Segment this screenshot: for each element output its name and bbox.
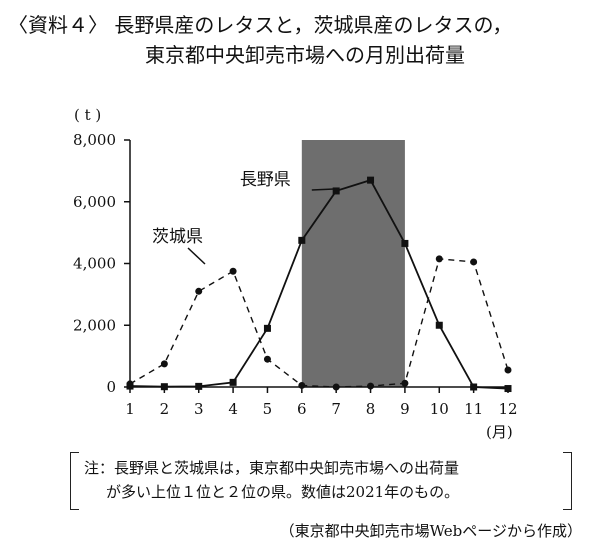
- series-line-1: [129, 179, 509, 390]
- series-2-point: [126, 380, 134, 388]
- y-axis-label: ( t ): [74, 106, 101, 124]
- series-2-point: [504, 366, 512, 374]
- shaded-band: [301, 140, 405, 387]
- x-tick-label: 3: [194, 400, 204, 418]
- series-layer: [126, 176, 512, 393]
- series-2-point: [435, 255, 443, 263]
- series-1-point: [504, 385, 512, 393]
- series-2-point: [229, 267, 237, 275]
- series-1-point: [298, 236, 306, 244]
- bracket-left: [70, 452, 79, 510]
- y-tick-label: 6,000: [73, 193, 116, 211]
- shaded-region-layer: [301, 140, 405, 387]
- x-tick-label: 2: [160, 400, 170, 418]
- series-1-point: [401, 239, 409, 247]
- leader-line-ibaraki: [187, 247, 206, 265]
- x-tick-label: 10: [430, 400, 449, 418]
- footnote: 注：長野県と茨城県は，東京都中央卸売市場への出荷量 が多い上位１位と２位の県。数…: [70, 452, 572, 510]
- x-tick-label: 4: [228, 400, 238, 418]
- footnote-line-2: が多い上位１位と２位の県。数値は2021年のもの。: [106, 483, 460, 501]
- series-2-point: [195, 287, 203, 295]
- x-tick-label: 8: [366, 400, 376, 418]
- title-line-2: 東京都中央卸売市場への月別出荷量: [145, 43, 465, 67]
- bracket-right: [563, 452, 572, 510]
- series-1-point: [229, 378, 237, 386]
- series-2-point: [160, 360, 168, 368]
- x-tick-label: 9: [400, 400, 410, 418]
- series-2-point: [367, 382, 375, 390]
- y-tick-label: 4,000: [73, 255, 116, 273]
- series-2-point: [470, 258, 478, 266]
- series-2-point: [401, 379, 409, 387]
- x-tick-label: 1: [125, 400, 135, 418]
- series-1-point: [435, 321, 443, 329]
- y-tick-label: 2,000: [73, 316, 116, 334]
- x-tick-label: 6: [297, 400, 307, 418]
- footnote-line-1: 注：長野県と茨城県は，東京都中央卸売市場への出荷量: [84, 459, 460, 477]
- series-label-nagano: 長野県: [240, 170, 291, 190]
- series-1-point: [470, 383, 478, 391]
- x-axis-label: (月): [486, 423, 513, 441]
- x-tick-label: 7: [331, 400, 341, 418]
- x-tick-label: 12: [498, 400, 517, 418]
- series-1-point: [332, 187, 340, 195]
- series-2-point: [298, 381, 306, 389]
- series-2-point: [332, 383, 340, 391]
- series-label-ibaraki: 茨城県: [152, 227, 203, 247]
- series-1-point: [160, 383, 168, 391]
- leader-line-nagano: [311, 188, 335, 191]
- x-tick-label: 11: [464, 400, 483, 418]
- series-1-point: [263, 324, 271, 332]
- y-tick-label: 8,000: [73, 131, 116, 149]
- y-tick-label: 0: [106, 378, 116, 396]
- series-1-point: [195, 382, 203, 390]
- source-credit: （東京都中央卸売市場Webページから作成）: [279, 522, 582, 540]
- series-1-point: [367, 176, 375, 184]
- x-tick-label: 5: [263, 400, 273, 418]
- title-line-1: 〈資料４〉 長野県産のレタスと，茨城県産のレタスの，: [8, 13, 513, 37]
- series-2-point: [263, 355, 271, 363]
